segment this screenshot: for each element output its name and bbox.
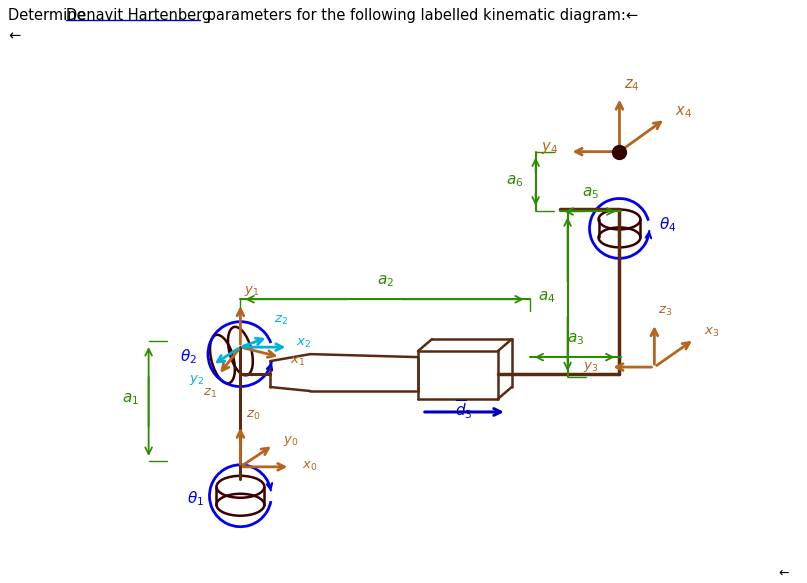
Text: Determine: Determine xyxy=(8,8,90,23)
Text: $z_3$: $z_3$ xyxy=(659,305,672,318)
Text: $z_1$: $z_1$ xyxy=(203,387,217,400)
Text: $z_0$: $z_0$ xyxy=(246,409,261,422)
Text: $y_4$: $y_4$ xyxy=(541,140,558,156)
Text: $a_3$: $a_3$ xyxy=(567,331,584,347)
Text: $a_6$: $a_6$ xyxy=(506,174,524,189)
Text: $z_2$: $z_2$ xyxy=(274,314,288,327)
Text: $\theta_1$: $\theta_1$ xyxy=(187,489,204,508)
Text: $x_0$: $x_0$ xyxy=(303,461,318,473)
Text: $a_2$: $a_2$ xyxy=(377,273,394,289)
Text: $y_2$: $y_2$ xyxy=(190,373,204,387)
Text: $\overline{d}_3$: $\overline{d}_3$ xyxy=(455,398,473,421)
Text: $a_4$: $a_4$ xyxy=(538,289,556,305)
Text: $y_0$: $y_0$ xyxy=(283,434,299,448)
Text: ←: ← xyxy=(8,28,20,43)
Text: Denavit Hartenberg: Denavit Hartenberg xyxy=(66,8,211,23)
Text: $x_4$: $x_4$ xyxy=(675,104,692,120)
Text: $a_5$: $a_5$ xyxy=(582,186,599,202)
Text: $y_3$: $y_3$ xyxy=(583,360,599,374)
Text: $x_1$: $x_1$ xyxy=(291,354,306,368)
Text: ←: ← xyxy=(779,567,789,580)
Text: $x_3$: $x_3$ xyxy=(705,326,720,339)
Text: $z_4$: $z_4$ xyxy=(625,77,640,93)
Text: parameters for the following labelled kinematic diagram:←: parameters for the following labelled ki… xyxy=(202,8,638,23)
Text: $a_1$: $a_1$ xyxy=(122,391,139,407)
Text: $y_1$: $y_1$ xyxy=(245,285,260,298)
Text: $x_2$: $x_2$ xyxy=(296,336,312,350)
Text: $\theta_2$: $\theta_2$ xyxy=(180,348,197,367)
Text: $\theta_4$: $\theta_4$ xyxy=(659,215,676,234)
